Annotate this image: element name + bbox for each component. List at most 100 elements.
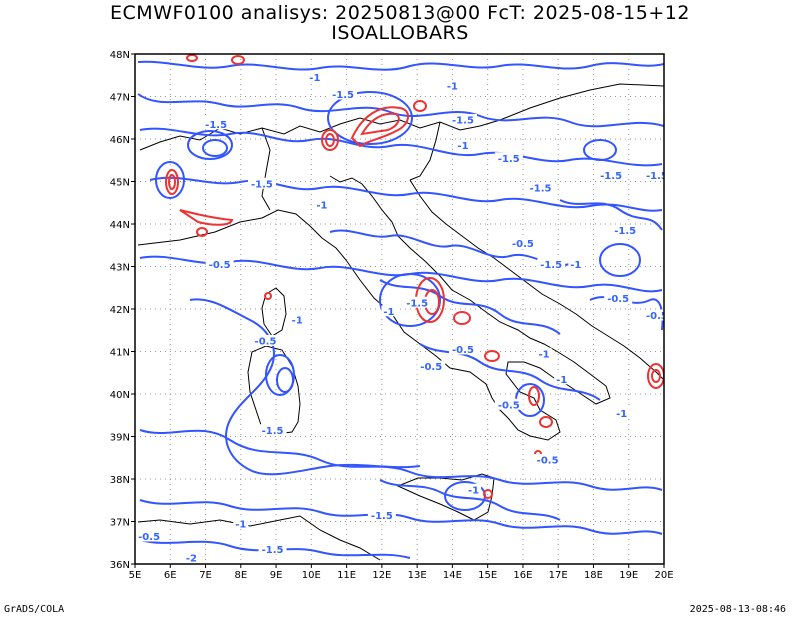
map-title: ECMWF0100 analisys: 20250813@00 FcT: 202… bbox=[110, 2, 690, 24]
contour-label-bg bbox=[508, 237, 537, 249]
contour-label: -1.5 bbox=[262, 426, 284, 437]
contour-label-bg bbox=[307, 71, 323, 83]
positive-isoallobars bbox=[165, 54, 664, 499]
contour-label: -0.5 bbox=[512, 239, 534, 250]
lat-tick-label: 37N bbox=[110, 518, 130, 529]
contour-label-bg bbox=[536, 347, 552, 359]
lon-tick-label: 7E bbox=[199, 570, 212, 581]
lon-tick-label: 10E bbox=[302, 570, 321, 581]
lon-tick-label: 9E bbox=[270, 570, 283, 581]
contour-label-bg bbox=[448, 114, 477, 125]
contour-label-bg bbox=[448, 343, 477, 355]
graticule bbox=[135, 54, 664, 564]
negative-isoallobars bbox=[137, 60, 664, 559]
contour-label-bg bbox=[205, 258, 234, 270]
contour-label: -0.5 bbox=[498, 400, 520, 411]
contour-label-bg bbox=[533, 454, 562, 465]
contour-label: -0.5 bbox=[420, 362, 442, 373]
contour-label: -1.5 bbox=[406, 298, 428, 309]
contour-label: -1.5 bbox=[614, 226, 636, 237]
contour-label-bg bbox=[258, 543, 287, 555]
contour-label-bg bbox=[554, 373, 570, 385]
lon-tick-label: 18E bbox=[584, 570, 603, 581]
contour-label-bg bbox=[597, 169, 626, 181]
contour-label: -0.5 bbox=[646, 311, 668, 322]
contour-label: -1.5 bbox=[452, 116, 474, 127]
contour-label: -1 bbox=[316, 201, 327, 212]
software-credit: GrADS/COLA bbox=[4, 604, 65, 615]
contour-label: -1 bbox=[570, 260, 581, 271]
contour-label-bg bbox=[417, 360, 446, 372]
lon-tick-label: 20E bbox=[654, 570, 673, 581]
lon-tick-label: 5E bbox=[129, 570, 142, 581]
lat-tick-label: 43N bbox=[110, 263, 130, 274]
contour-label-bg bbox=[233, 517, 249, 529]
contour-label-bg bbox=[526, 182, 555, 193]
contour-label: -0.5 bbox=[607, 294, 629, 305]
contour-label-bg bbox=[202, 118, 231, 130]
lon-tick-label: 15E bbox=[478, 570, 497, 581]
contour-label: -1.5 bbox=[530, 184, 552, 195]
contour-label: -1.5 bbox=[600, 171, 622, 182]
lon-tick-label: 12E bbox=[372, 570, 391, 581]
contour-label: -0.5 bbox=[452, 345, 474, 356]
lat-tick-label: 36N bbox=[110, 560, 130, 571]
contour-label-bg bbox=[314, 199, 330, 210]
contour-label-bg bbox=[455, 139, 471, 151]
lon-tick-label: 17E bbox=[549, 570, 568, 581]
contour-label-bg bbox=[466, 483, 482, 495]
contour-label-bg bbox=[604, 292, 633, 304]
lon-tick-label: 11E bbox=[337, 570, 356, 581]
contour-label-bg bbox=[494, 152, 523, 164]
contour-label: -1.5 bbox=[205, 120, 227, 131]
contour-label: -1.5 bbox=[498, 154, 520, 165]
contour-label: -1.5 bbox=[332, 90, 354, 101]
contour-label-bg bbox=[568, 258, 584, 270]
contour-label-bg bbox=[247, 177, 276, 189]
contour-label-bg bbox=[494, 398, 523, 410]
lat-tick-label: 46N bbox=[110, 135, 130, 146]
contour-label: -0.5 bbox=[537, 456, 559, 467]
contour-label: -1 bbox=[309, 73, 320, 84]
contour-label: -1.5 bbox=[371, 511, 393, 522]
lat-tick-label: 40N bbox=[110, 390, 130, 401]
contour-label-bg bbox=[329, 88, 358, 100]
contour-label-bg bbox=[367, 509, 396, 521]
contour-label: -1 bbox=[235, 519, 246, 530]
lon-tick-label: 14E bbox=[443, 570, 462, 581]
lat-tick-label: 44N bbox=[110, 220, 130, 231]
lat-tick-label: 38N bbox=[110, 475, 130, 486]
contour-label-bg bbox=[183, 551, 199, 563]
lat-tick-label: 39N bbox=[110, 433, 130, 444]
lat-tick-label: 48N bbox=[110, 50, 130, 61]
contour-label: -1 bbox=[457, 141, 468, 152]
contour-label-bg bbox=[614, 407, 630, 419]
contour-label-bg bbox=[642, 309, 664, 321]
contour-label: -1.5 bbox=[251, 179, 273, 190]
contour-label: -0.5 bbox=[138, 532, 160, 543]
lon-tick-label: 13E bbox=[408, 570, 427, 581]
contour-label: -2 bbox=[186, 553, 197, 564]
contour-label-bg bbox=[403, 296, 432, 308]
contour-label-bg bbox=[537, 258, 566, 270]
contour-label: -0.5 bbox=[255, 337, 277, 348]
contour-label: -1 bbox=[616, 409, 627, 420]
contour-label: -1.5 bbox=[262, 545, 284, 556]
contour-label-bg bbox=[258, 424, 287, 436]
lon-tick-label: 19E bbox=[619, 570, 638, 581]
lon-tick-label: 8E bbox=[234, 570, 247, 581]
contour-label: -1 bbox=[292, 315, 303, 326]
contour-label-bg bbox=[642, 169, 664, 181]
lat-tick-label: 45N bbox=[110, 178, 130, 189]
contour-labels: -1 -1.5 -1 -1.5 -1 -1.5 -1.5 -1.5 -1.5 -1.5 -1.5 -1… bbox=[135, 71, 668, 564]
contour-label: -1 bbox=[468, 485, 479, 496]
contour-label-bg bbox=[611, 224, 640, 236]
map-subtitle: ISOALLOBARS bbox=[331, 22, 469, 44]
contour-label-bg bbox=[444, 80, 460, 91]
contour-label: -1 bbox=[556, 375, 567, 386]
contour-label-bg bbox=[289, 313, 305, 325]
lon-tick-label: 16E bbox=[513, 570, 532, 581]
axes: 5E 6E 7E 8E 9E 10E 11E 12E 13E 14E 15E 16E 17E 18E 19E… bbox=[110, 50, 674, 581]
lat-tick-label: 47N bbox=[110, 93, 130, 104]
